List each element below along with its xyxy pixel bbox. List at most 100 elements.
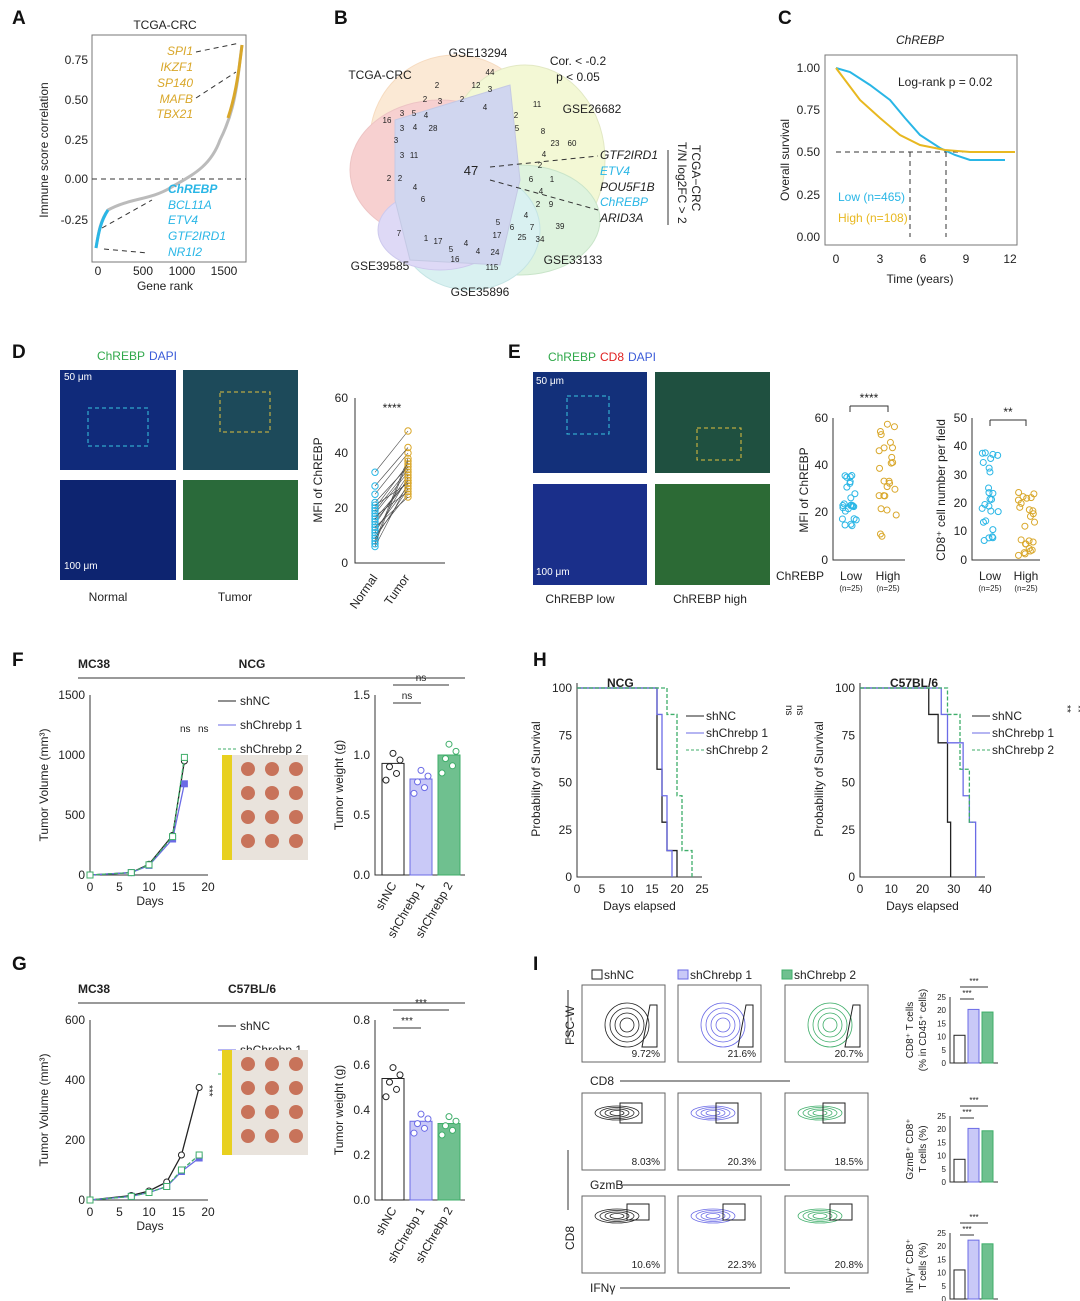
venn-set-tcga: TCGA-CRC (348, 68, 412, 82)
a-ytick: 0.50 (65, 93, 89, 107)
h-ylabel: Probability of Survival (812, 721, 826, 836)
e1-n: (n=25) (839, 584, 863, 593)
h-km-curve (577, 687, 693, 877)
h-ytick: 75 (842, 728, 856, 742)
a-xtick: 1000 (169, 264, 196, 278)
d-image-tumor-bottom (183, 480, 298, 580)
i-contour (807, 1108, 833, 1118)
g-ruler (222, 1050, 232, 1155)
i-bar (953, 1269, 966, 1300)
i-bar-sig-lines (960, 1222, 988, 1236)
venn-region-count: 11 (410, 151, 419, 160)
h-legend-label: shNC (992, 709, 1022, 723)
i-x-label: GzmB (590, 1178, 623, 1192)
e1-dot-low (852, 516, 860, 524)
d-pair-line (374, 469, 409, 511)
f-bar-point (396, 756, 404, 764)
i-bar (967, 1127, 980, 1183)
d-dot-tumor (404, 460, 412, 468)
e1-dot-low (838, 515, 846, 523)
f-point (127, 869, 135, 877)
h-xtick: 20 (670, 882, 684, 896)
i-gate (626, 1203, 650, 1221)
e2-dot-low (986, 495, 994, 503)
i-contour (690, 1105, 736, 1121)
i-percentage: 20.8% (835, 1260, 863, 1271)
i-percentage: 8.03% (632, 1157, 660, 1168)
a-positive-segment (226, 44, 244, 119)
e2-dot-low (985, 489, 993, 497)
f-host: NCG (239, 657, 266, 671)
d-dot-normal (371, 498, 379, 507)
a-gene-pos: IKZF1 (160, 60, 193, 74)
f-tumor (265, 810, 279, 824)
venn-gene: ARID3A (599, 211, 643, 225)
i-contour (599, 1210, 635, 1222)
i-x-label: CD8 (590, 1074, 614, 1088)
e-scale-bottom: 100 μm (536, 567, 570, 578)
i-gate (722, 1203, 746, 1221)
e1-dot-low (848, 472, 856, 480)
d-pairs (371, 427, 412, 551)
g-bar (381, 1078, 405, 1201)
e1-dot-high (890, 423, 898, 431)
f-ylabel: Tumor Volume (mm³) (37, 729, 51, 842)
venn-region-count: 5 (449, 245, 454, 254)
a-negative-segment (94, 209, 110, 249)
venn-region-count: 2 (460, 95, 465, 104)
h-title: C57BL/6 (890, 676, 938, 690)
e2-dot-low (982, 517, 990, 525)
i-contour (797, 1208, 843, 1224)
e1-dot-high (877, 431, 885, 439)
venn-gene: ChREBP (600, 195, 648, 209)
a-gene-pos: TBX21 (156, 107, 193, 121)
g-model: MC38 (78, 982, 110, 996)
d-dot-tumor (404, 443, 412, 452)
d-dot-normal (371, 529, 379, 537)
d-image-normal-bottom (60, 480, 176, 580)
i-y-label: CD8 (563, 1226, 577, 1250)
e2-dot-high (1017, 499, 1025, 507)
d-axes (354, 398, 445, 564)
i-bar-ylabel: T cells (%) (918, 1125, 929, 1172)
venn-gene: ETV4 (600, 164, 630, 178)
f-tumor (265, 762, 279, 776)
f-bar-point (452, 747, 460, 755)
e1-dot-high (875, 447, 883, 455)
g-bar-point (396, 1071, 404, 1079)
i-contour (700, 1108, 726, 1118)
h-legend-label: shNC (706, 709, 736, 723)
e1-dot-low (851, 490, 859, 498)
d-dot-normal (371, 515, 379, 523)
e2-dot-low (989, 489, 997, 497)
f-tumor (241, 786, 255, 800)
f-legend-label: shNC (240, 694, 270, 708)
g-point (195, 1084, 203, 1091)
venn-region-count: 44 (486, 68, 495, 77)
f-bar-ylabel: Tumor weight (g) (332, 740, 346, 830)
d-dot-normal (371, 501, 379, 509)
a-gene-neg: ChREBP (168, 182, 218, 196)
h-legend-label: shChrebp 1 (992, 726, 1054, 740)
g-bar-ylabel: Tumor weight (g) (332, 1065, 346, 1155)
a-ytick: 0.00 (65, 172, 89, 186)
venn-region-count: 3 (488, 85, 493, 94)
f-tumor (265, 786, 279, 800)
i-gate (641, 1004, 658, 1048)
d-ytick: 20 (335, 501, 349, 515)
d-xtick-normal: Normal (347, 572, 381, 612)
h-xtick: 0 (857, 882, 864, 896)
i-contour (705, 1110, 721, 1116)
a-gene-neg: NR1I2 (168, 245, 202, 259)
e-image-low-top (533, 372, 647, 473)
a-xlabel: Gene rank (137, 279, 194, 293)
venn-region-count: 2 (538, 161, 543, 170)
g-tumor (241, 1057, 255, 1071)
e1-significance: **** (860, 391, 879, 405)
c-ytick: 0.75 (797, 103, 821, 117)
i-bar-ytick: 10 (937, 1033, 946, 1042)
e2-dot-low (985, 534, 993, 542)
f-tumor (241, 762, 255, 776)
e2-dot-high (1025, 506, 1033, 514)
f-xtick: 0 (87, 880, 94, 894)
